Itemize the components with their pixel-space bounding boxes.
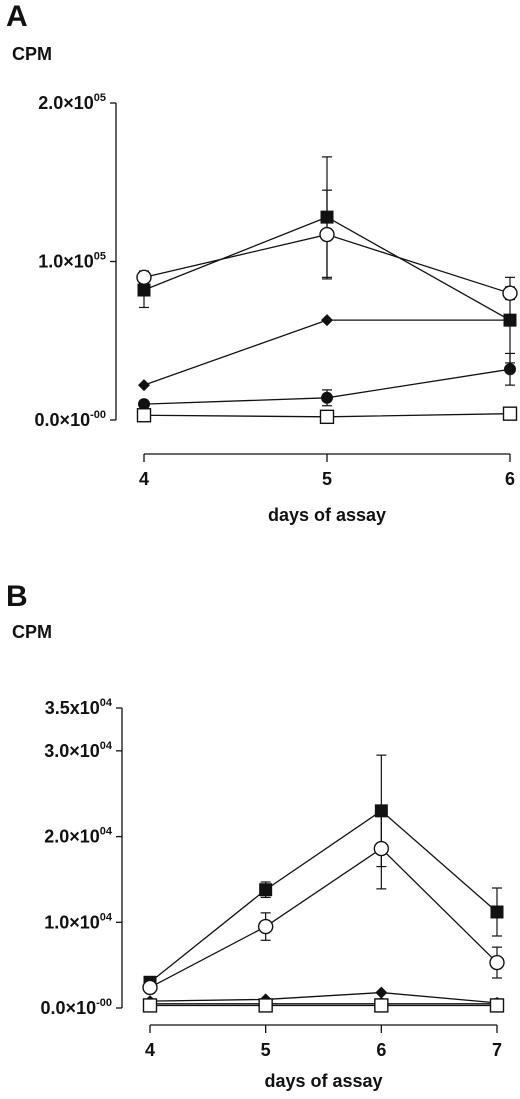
- open-circle-marker: [489, 954, 505, 971]
- filled-circle-marker: [321, 391, 333, 404]
- open-circle-marker: [142, 979, 158, 996]
- y-tick-label: 2.0×1005: [38, 92, 106, 113]
- open-circle-marker: [257, 918, 274, 935]
- open-square-marker: [489, 998, 505, 1013]
- filled-diamond-marker: [504, 314, 516, 327]
- series-line: [149, 810, 498, 983]
- open-circle-marker: [502, 285, 518, 301]
- chart-a: 0.0×10-00 1.0×1005 2.0×1005 4 5 6 days of assa…: [35, 92, 518, 525]
- x-tick-label: 4: [145, 1040, 155, 1060]
- x-axis-title: days of assay: [268, 505, 386, 525]
- series-line: [143, 319, 510, 386]
- y-tick-label: 1.0×1004: [44, 911, 113, 932]
- panel-b: B CPM 0.0×10-00 1.0×1004 2.0×1004 3.0×1004 3…: [0, 580, 520, 1099]
- open-circle-marker: [373, 840, 390, 857]
- filled-square-marker: [490, 905, 504, 919]
- open-circle-marker: [319, 226, 335, 243]
- y-tick-label: 0.0×10-00: [41, 997, 112, 1018]
- filled-circle-marker: [504, 363, 516, 376]
- chart-b: 0.0×10-00 1.0×1004 2.0×1004 3.0×1004 3.5x100…: [41, 697, 505, 1091]
- y-tick-label: 3.0×1004: [44, 740, 113, 761]
- y-axis-title: CPM: [12, 622, 52, 642]
- x-tick-label: 5: [322, 469, 332, 489]
- open-square-marker: [374, 998, 389, 1013]
- y-tick-label: 3.5x1004: [45, 697, 113, 718]
- open-square-marker: [319, 409, 335, 425]
- filled-diamond-marker: [321, 314, 333, 327]
- panel-a: A CPM 0.0×10-00 1.0×1005 2.0×1005 4 5 6 days o…: [0, 0, 520, 540]
- open-square-marker: [502, 406, 518, 421]
- open-square-marker: [258, 998, 273, 1013]
- filled-square-marker: [259, 883, 273, 897]
- y-tick-label: 1.0×1005: [38, 251, 106, 272]
- y-tick-label: 2.0×1004: [44, 826, 113, 847]
- x-tick-label: 6: [505, 469, 515, 489]
- series-line: [149, 847, 498, 989]
- x-axis-title: days of assay: [264, 1071, 382, 1091]
- y-tick-label: 0.0×10-00: [35, 409, 106, 430]
- filled-circle-marker: [138, 398, 150, 411]
- x-tick-label: 4: [139, 469, 149, 489]
- panel-label: B: [6, 580, 28, 613]
- open-square-marker: [142, 998, 158, 1013]
- filled-diamond-marker: [138, 379, 150, 392]
- x-tick-label: 7: [492, 1040, 502, 1060]
- series-line: [149, 991, 498, 1004]
- panel-label: A: [6, 0, 28, 33]
- open-square-marker: [136, 408, 152, 423]
- y-axis-title: CPM: [12, 44, 52, 64]
- filled-square-marker: [137, 283, 151, 297]
- open-circle-marker: [136, 269, 152, 286]
- filled-diamond-marker: [375, 986, 388, 999]
- x-tick-label: 5: [261, 1040, 271, 1060]
- x-tick-label: 6: [376, 1040, 386, 1060]
